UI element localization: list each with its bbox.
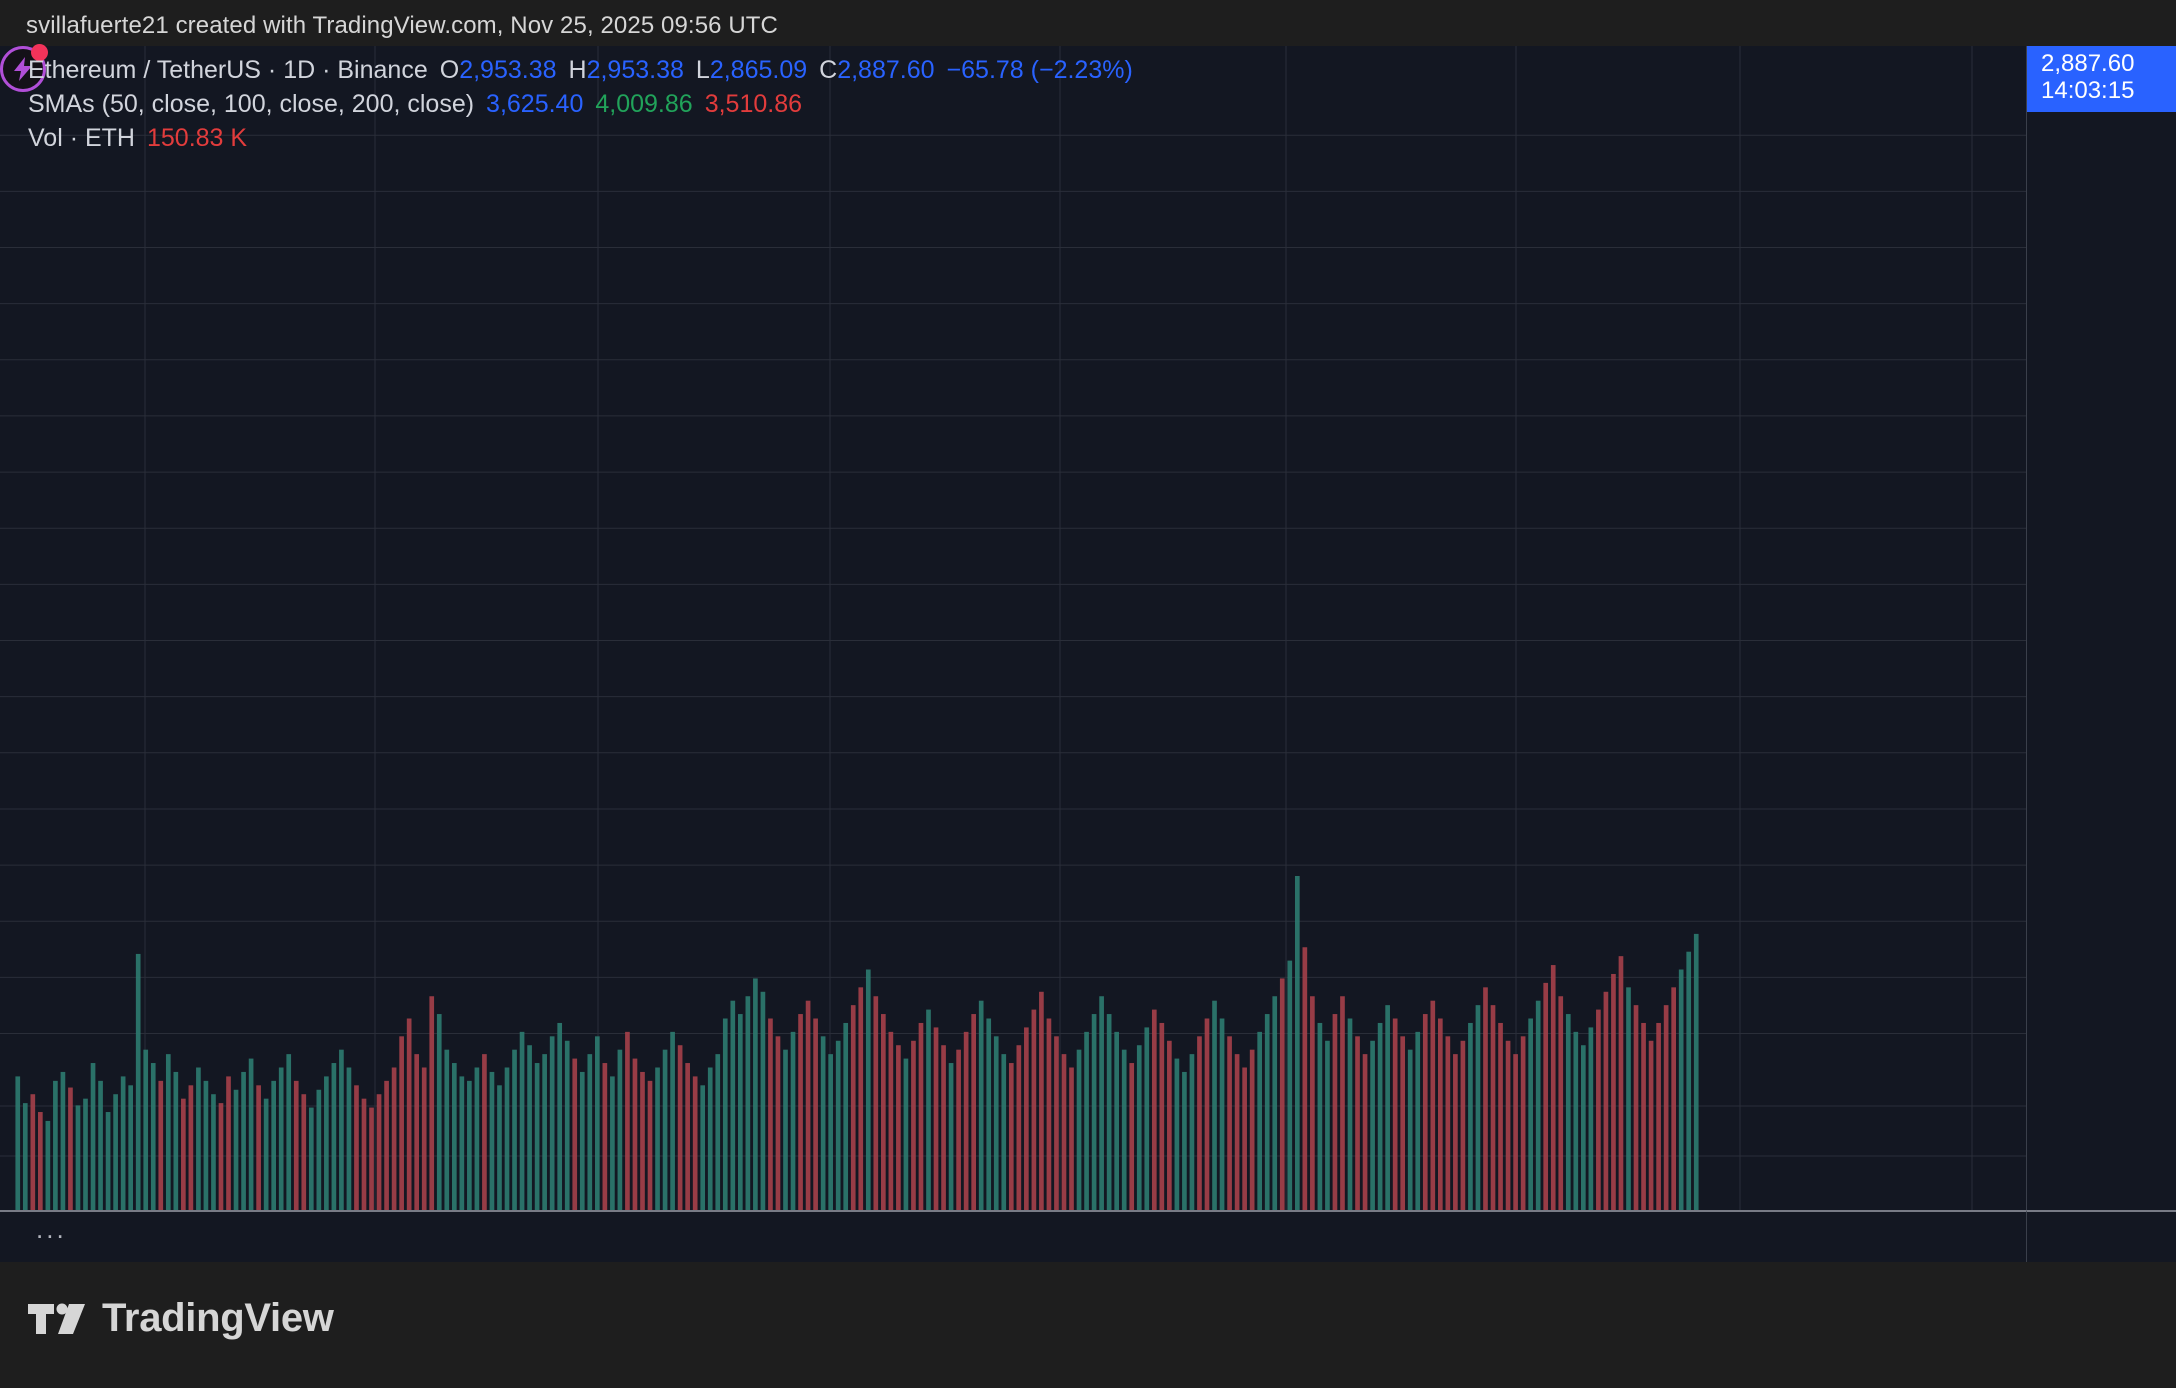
legend-sma-row[interactable]: SMAs (50, close, 100, close, 200, close)… xyxy=(28,92,1133,117)
legend-symbol-row[interactable]: Ethereum / TetherUS · 1D · Binance O 2,95… xyxy=(28,58,1133,83)
axis-corner xyxy=(2026,1210,2176,1264)
legend-high-label: H xyxy=(568,56,587,84)
notification-dot-icon xyxy=(31,44,48,61)
legend-sma100-value: 4,009.86 xyxy=(595,90,693,118)
legend-sma200-value: 3,510.86 xyxy=(704,90,803,118)
chart-legend: Ethereum / TetherUS · 1D · Binance O 2,95… xyxy=(28,58,1133,160)
chart-plot-area[interactable] xyxy=(0,46,2026,1210)
legend-open-label: O xyxy=(439,56,460,84)
legend-low-value: 2,865.09 xyxy=(709,56,808,84)
tradingview-mark-icon xyxy=(28,1303,85,1334)
tradingview-wordmark: TradingView xyxy=(102,1296,334,1340)
tradingview-logo: TradingView xyxy=(28,1296,334,1341)
legend-high-value: 2,953.38 xyxy=(586,56,684,84)
legend-volume-row[interactable]: Vol · ETH 150.83 K xyxy=(28,126,1133,151)
lightning-bolt-glyph xyxy=(14,57,32,81)
chart-frame: Ethereum / TetherUS · 1D · Binance O 2,95… xyxy=(0,44,2176,1264)
legend-sma-label: SMAs (50, close, 100, close, 200, close) xyxy=(28,90,475,118)
chart-canvas xyxy=(0,46,2026,1210)
legend-low-label: L xyxy=(695,56,710,84)
legend-volume-value: 150.83 K xyxy=(146,124,248,152)
legend-change-value: −65.78 (−2.23%) xyxy=(946,56,1133,84)
attribution-text: svillafuerte21 created with TradingView.… xyxy=(26,12,778,39)
legend-close-label: C xyxy=(819,56,838,84)
lightning-badge-icon[interactable] xyxy=(0,44,48,92)
legend-volume-label: Vol · ETH xyxy=(28,124,135,152)
legend-open-value: 2,953.38 xyxy=(459,56,557,84)
legend-close-value: 2,887.60 xyxy=(837,56,935,84)
legend-symbol: Ethereum / TetherUS · 1D · Binance xyxy=(28,56,428,84)
time-axis[interactable] xyxy=(0,1210,2026,1264)
legend-sma50-value: 3,625.40 xyxy=(486,90,584,118)
footer: TradingView xyxy=(0,1262,2176,1388)
more-indicators-button[interactable]: ... xyxy=(36,1214,67,1244)
last-price-badge: 2,887.60 14:03:15 xyxy=(2027,46,2176,112)
price-axis[interactable]: USDT 2,887.60 14:03:15 xyxy=(2026,46,2176,1262)
last-price-value: 2,887.60 xyxy=(2041,50,2135,77)
countdown-timer: 14:03:15 xyxy=(2041,76,2135,104)
